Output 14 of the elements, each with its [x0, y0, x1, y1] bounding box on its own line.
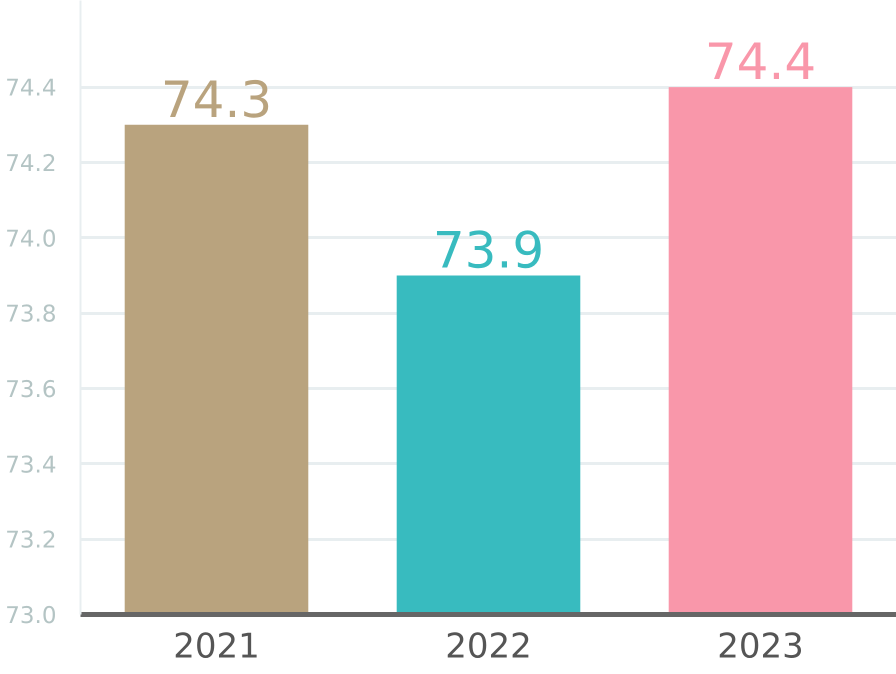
- y-tick-label: 73.8: [5, 302, 57, 328]
- y-tick-label: 73.0: [5, 603, 57, 629]
- y-tick-label: 73.2: [5, 528, 57, 554]
- x-tick-label: 2022: [445, 626, 532, 666]
- y-tick-label: 74.4: [5, 76, 57, 102]
- data-label: 74.4: [704, 33, 816, 92]
- x-tick-label: 2023: [717, 626, 804, 666]
- y-tick-label: 73.4: [5, 452, 57, 478]
- y-tick-label: 74.2: [5, 150, 57, 177]
- x-tick-label: 2021: [173, 626, 260, 666]
- data-label: 73.9: [432, 221, 544, 280]
- y-tick-label: 74.0: [5, 226, 57, 252]
- data-label: 74.3: [160, 70, 272, 129]
- y-tick-label: 73.6: [5, 376, 57, 403]
